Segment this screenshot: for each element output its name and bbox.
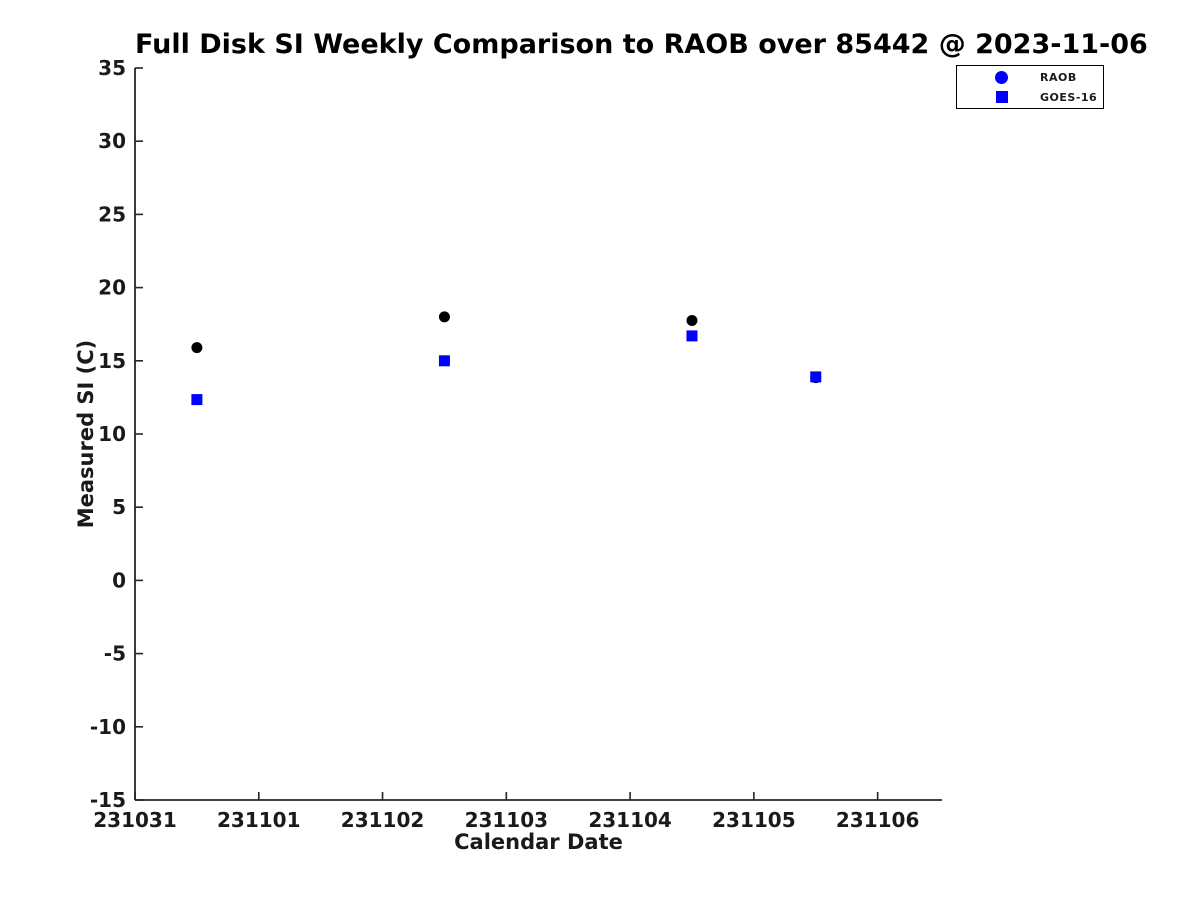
legend-item-goes-16: GOES-16 (957, 88, 1103, 106)
y-tick-label: 10 (98, 422, 126, 446)
x-tick-label: 231105 (712, 808, 796, 832)
x-tick-label: 231102 (341, 808, 425, 832)
y-tick-label: 35 (98, 56, 126, 80)
raob-legend-marker-icon (995, 70, 1008, 84)
x-tick-label: 231103 (465, 808, 549, 832)
x-tick-label: 231104 (588, 808, 672, 832)
legend: RAOB GOES-16 (956, 65, 1104, 109)
y-tick-label: -15 (90, 788, 126, 812)
y-axis-label: Measured SI (C) (74, 339, 98, 529)
data-point-goes-16 (191, 394, 203, 406)
goes-16-legend-label: GOES-16 (1040, 90, 1098, 104)
raob-legend-label: RAOB (1040, 70, 1077, 84)
x-tick-label: 231031 (93, 808, 177, 832)
y-tick-label: 5 (112, 495, 126, 519)
x-axis-label: Calendar Date (454, 830, 623, 854)
x-tick-label: 231106 (836, 808, 920, 832)
data-point-raob (191, 342, 203, 354)
y-tick-label: 15 (98, 349, 126, 373)
y-tick-label: 0 (112, 568, 126, 592)
y-tick-label: -5 (104, 642, 126, 666)
y-tick-label: 20 (98, 276, 126, 300)
data-point-goes-16 (810, 371, 822, 383)
x-tick-label: 231101 (217, 808, 301, 832)
y-tick-label: -10 (90, 715, 126, 739)
goes-16-legend-marker-icon (996, 91, 1008, 103)
data-point-raob (438, 311, 450, 323)
data-point-goes-16 (438, 355, 450, 367)
y-tick-label: 25 (98, 202, 126, 226)
legend-item-raob: RAOB (957, 68, 1103, 86)
data-point-goes-16 (686, 330, 698, 342)
data-point-raob (686, 315, 698, 327)
y-tick-label: 30 (98, 129, 126, 153)
